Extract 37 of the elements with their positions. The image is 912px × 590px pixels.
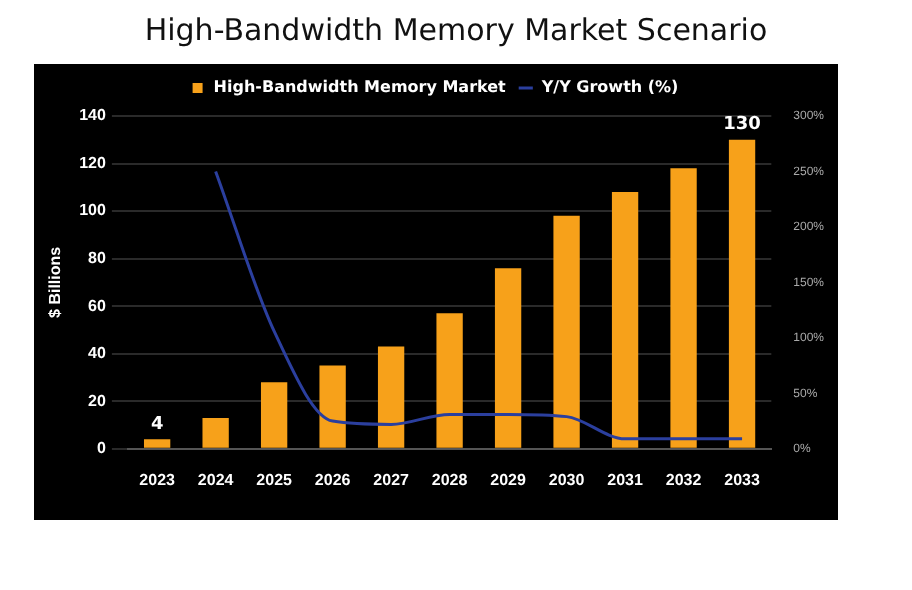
data-label: 130 — [723, 115, 761, 136]
y-tick-label: 100 — [79, 201, 107, 220]
bar — [494, 268, 522, 448]
bar — [260, 382, 288, 448]
chart-title: High-Bandwidth Memory Market Scenario — [142, 12, 770, 48]
x-tick-label: 2029 — [490, 470, 527, 489]
y-tick-label: 80 — [88, 249, 107, 268]
x-tick-label: 2031 — [607, 470, 644, 489]
y-tick-label: 120 — [79, 153, 107, 172]
x-tick-label: 2023 — [139, 470, 177, 489]
bar — [553, 215, 580, 448]
y-tick-label: 0 — [96, 439, 107, 458]
legend-label: High-Bandwidth Memory Market — [213, 78, 507, 97]
x-tick-label: 2032 — [665, 470, 703, 489]
y-tick-label: 40 — [88, 344, 107, 363]
bar — [319, 365, 346, 448]
data-label: 4 — [150, 414, 164, 435]
y-tick-label: 20 — [88, 391, 107, 410]
bar — [377, 346, 405, 448]
x-tick-label: 2030 — [548, 470, 586, 489]
line-series — [214, 169, 744, 441]
y-tick-label: 60 — [88, 296, 107, 315]
x-tick-label: 2033 — [724, 470, 761, 489]
legend-label: Y/Y Growth (%) — [539, 78, 679, 97]
y-tick-label: 140 — [79, 106, 107, 125]
bar — [611, 192, 639, 448]
bar — [436, 313, 463, 448]
bar — [728, 139, 756, 448]
x-tick-label: 2026 — [314, 470, 352, 489]
x-tick-label: 2024 — [197, 470, 235, 489]
bar — [202, 417, 229, 448]
x-tick-label: 2025 — [256, 470, 294, 489]
x-tick-label: 2028 — [431, 470, 469, 489]
y-axis-title: $ Billions — [46, 245, 65, 318]
bar — [143, 439, 171, 448]
x-tick-label: 2027 — [373, 470, 411, 489]
bar — [670, 168, 697, 448]
